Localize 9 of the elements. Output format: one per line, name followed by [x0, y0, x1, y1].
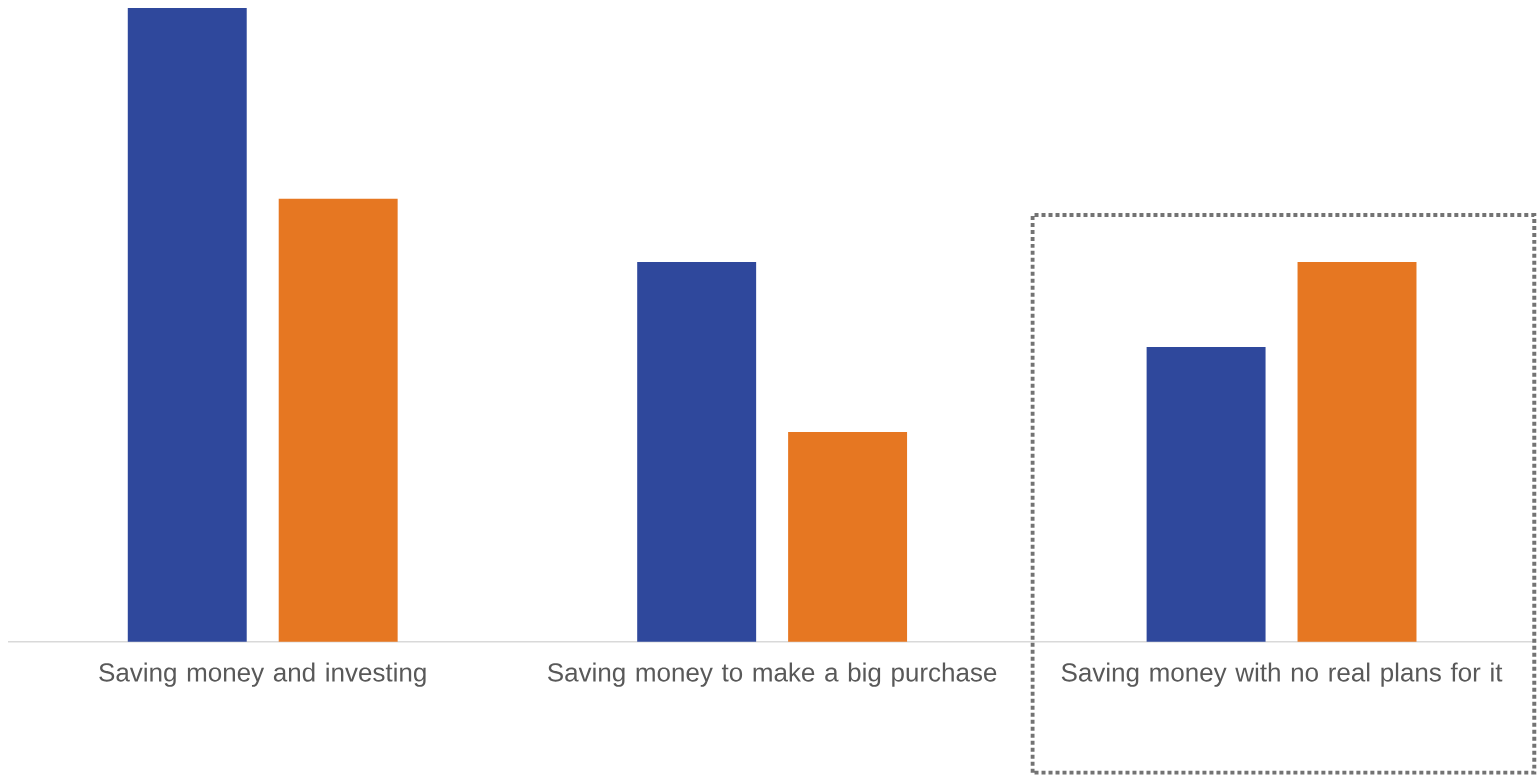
- bar: [278, 198, 398, 642]
- bar: [127, 8, 247, 642]
- bar: [788, 432, 908, 642]
- x-tick-label: Saving money to make a big purchase: [547, 662, 997, 687]
- bar: [1297, 262, 1417, 642]
- bar: [637, 262, 757, 642]
- x-tick-label: Saving money with no real plans for it: [1061, 662, 1503, 687]
- x-tick-label: Saving money and investing: [99, 662, 426, 687]
- bar: [1146, 347, 1266, 642]
